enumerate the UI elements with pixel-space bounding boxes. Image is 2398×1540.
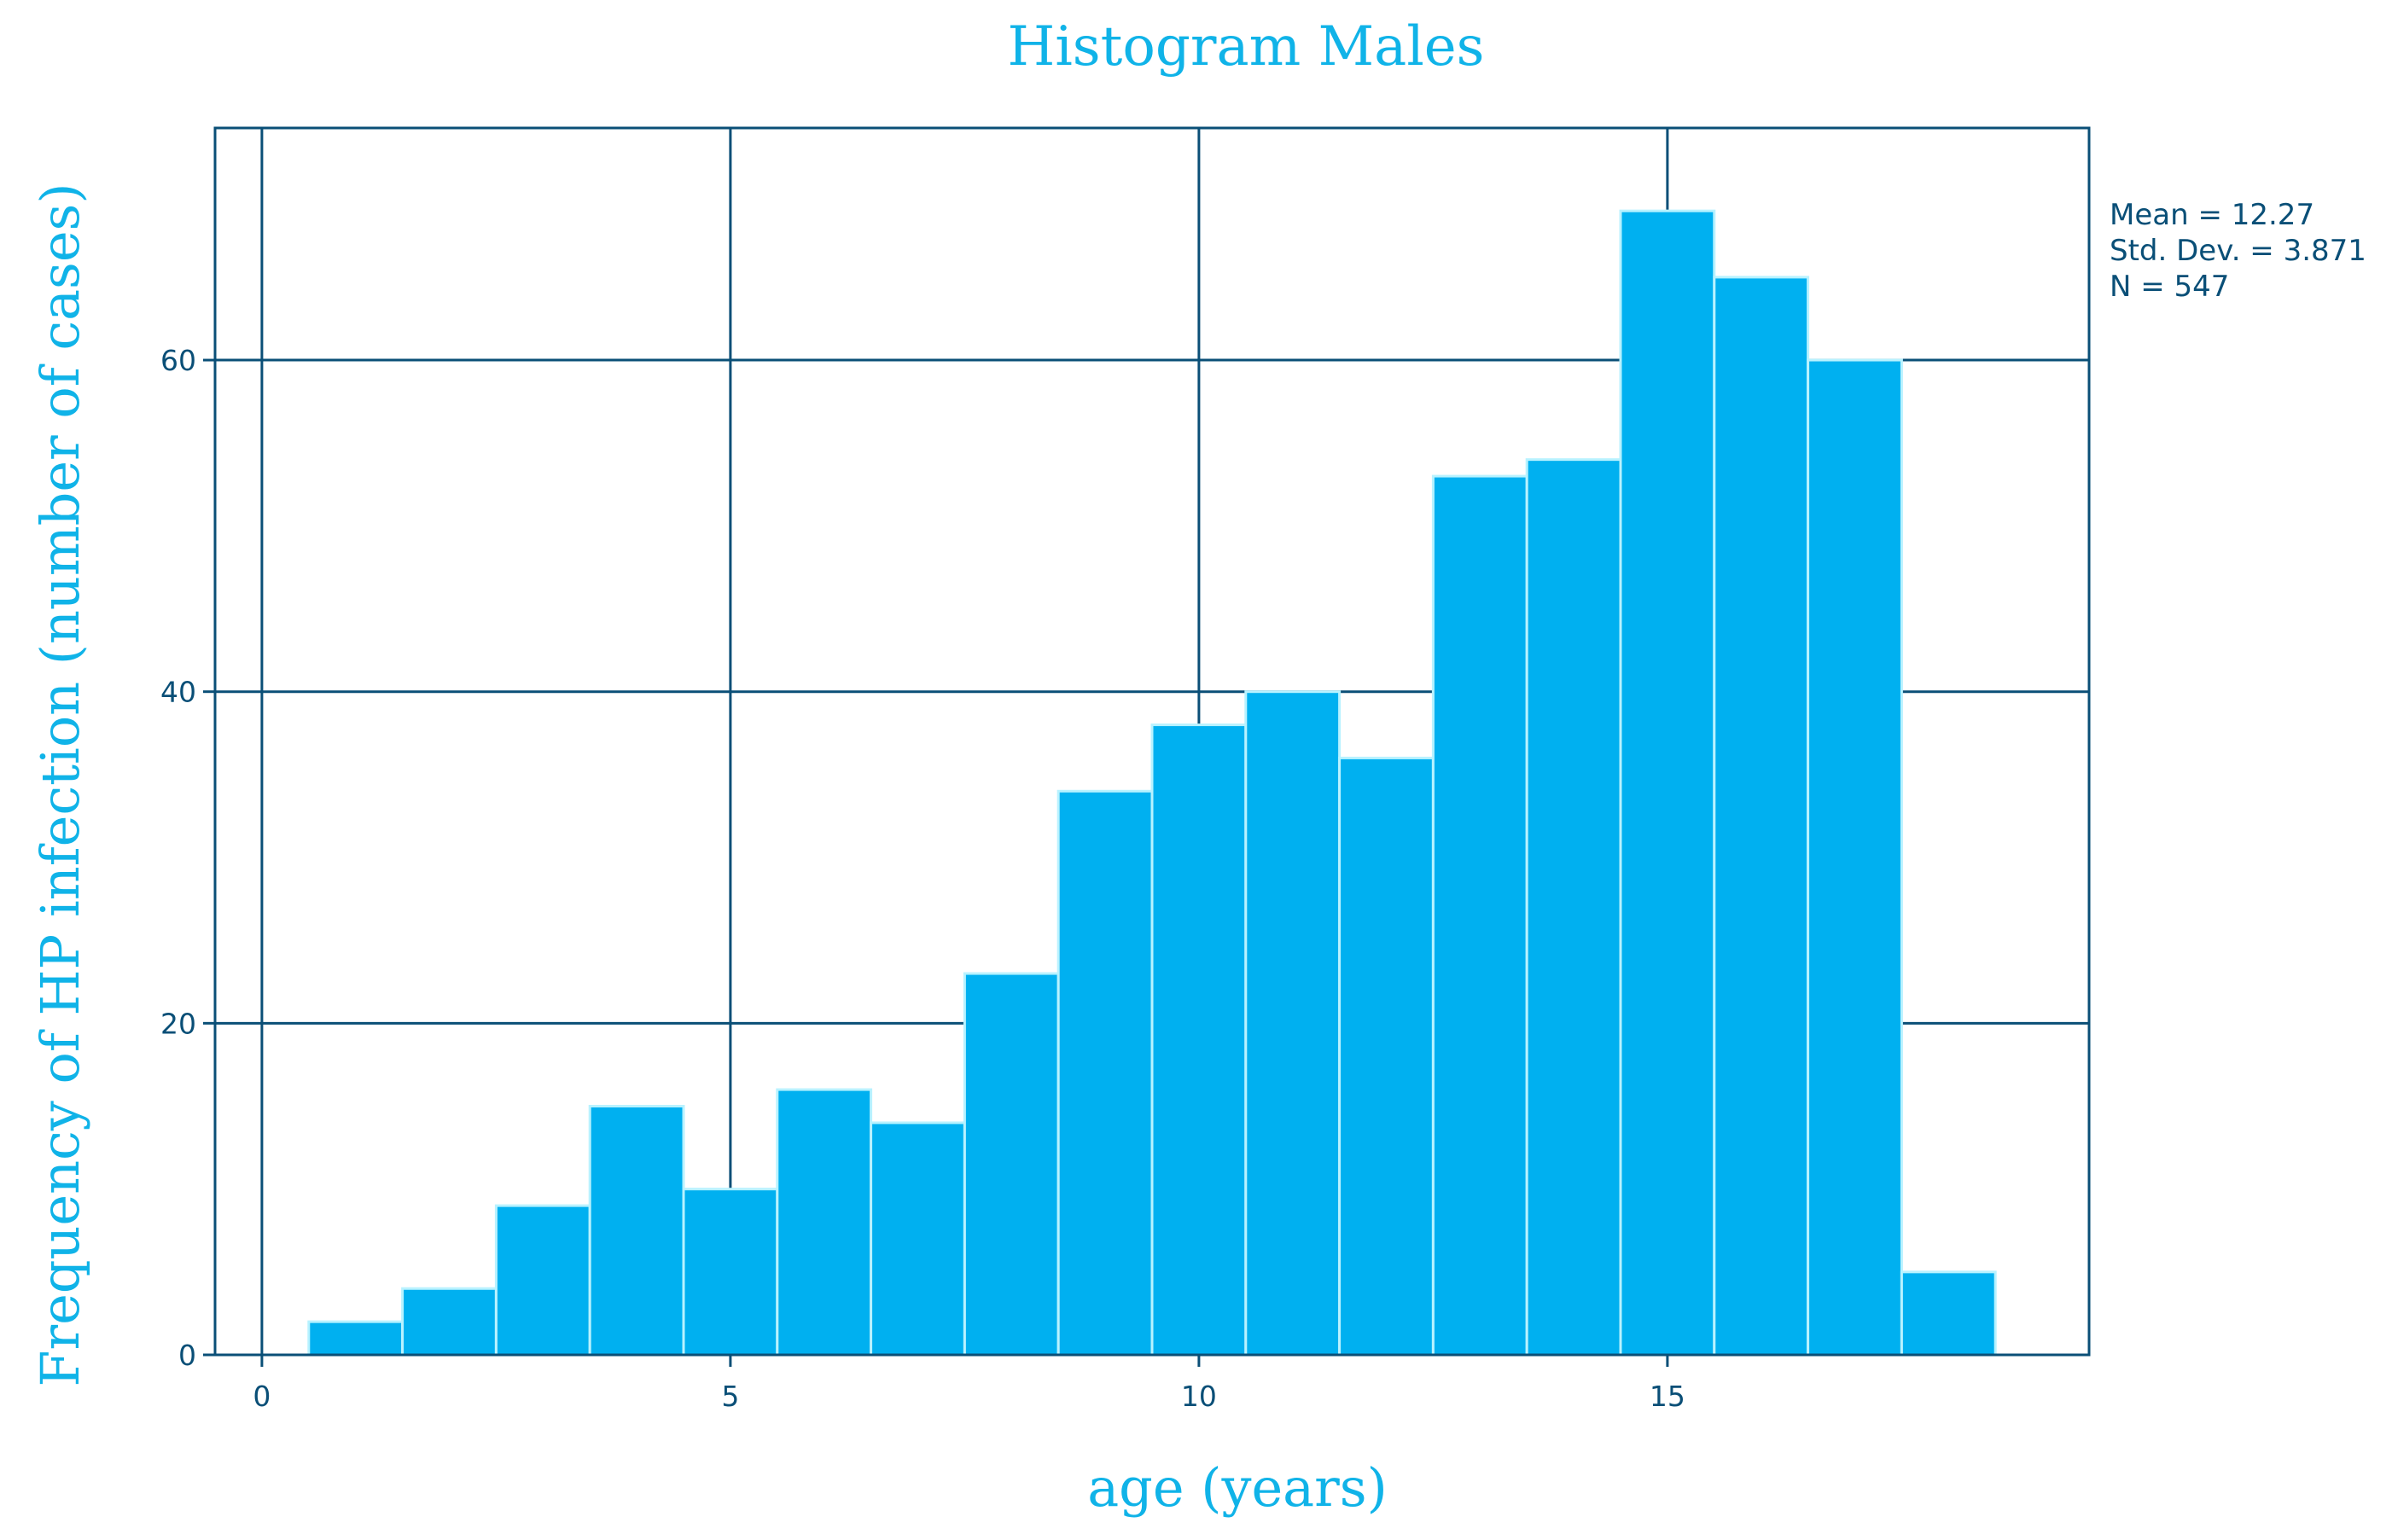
x-tick-label: 15 [1650, 1380, 1685, 1413]
histogram-bar [1338, 756, 1435, 1357]
stats-std-dev: Std. Dev. = 3.871 [2110, 234, 2366, 268]
histogram-bar [963, 972, 1060, 1357]
histogram-bar [776, 1088, 873, 1357]
x-tick-label: 0 [253, 1380, 271, 1413]
histogram-bar [1900, 1270, 1997, 1357]
y-tick-label: 0 [178, 1339, 196, 1372]
histogram-bar [1807, 358, 1903, 1357]
x-axis-ticks: 0 5 10 15 [253, 1355, 1685, 1413]
y-axis-title: Frequency of HP infection (number of cas… [29, 183, 91, 1386]
chart-title: Histogram Males [1008, 15, 1485, 78]
stats-n: N = 547 [2110, 270, 2229, 304]
histogram-bar [1150, 724, 1248, 1357]
histogram-bar [1525, 458, 1622, 1357]
histogram-bar [588, 1105, 685, 1357]
x-tick-label: 5 [721, 1380, 739, 1413]
stats-box: Mean = 12.27 Std. Dev. = 3.871 N = 547 [2110, 198, 2366, 304]
histogram-bar [1619, 209, 1716, 1357]
stats-mean: Mean = 12.27 [2110, 198, 2314, 232]
histogram-bar [870, 1121, 966, 1357]
histogram-bar [307, 1320, 405, 1357]
histogram-bars [307, 209, 1997, 1357]
histogram-bar [494, 1204, 591, 1357]
y-axis-ticks: 0 20 40 60 [160, 344, 215, 1372]
histogram-bar [1244, 690, 1342, 1357]
histogram-bar [682, 1188, 779, 1357]
histogram-bar [401, 1287, 498, 1357]
y-tick-label: 40 [160, 676, 196, 709]
x-axis-title: age (years) [1087, 1456, 1388, 1519]
y-tick-label: 60 [160, 344, 196, 377]
histogram-bar [1713, 276, 1810, 1357]
histogram-bar [1431, 474, 1528, 1357]
plot-frame [213, 126, 2091, 1357]
histogram-bar [1056, 789, 1154, 1357]
x-tick-label: 10 [1181, 1380, 1217, 1413]
y-tick-label: 20 [160, 1007, 196, 1040]
